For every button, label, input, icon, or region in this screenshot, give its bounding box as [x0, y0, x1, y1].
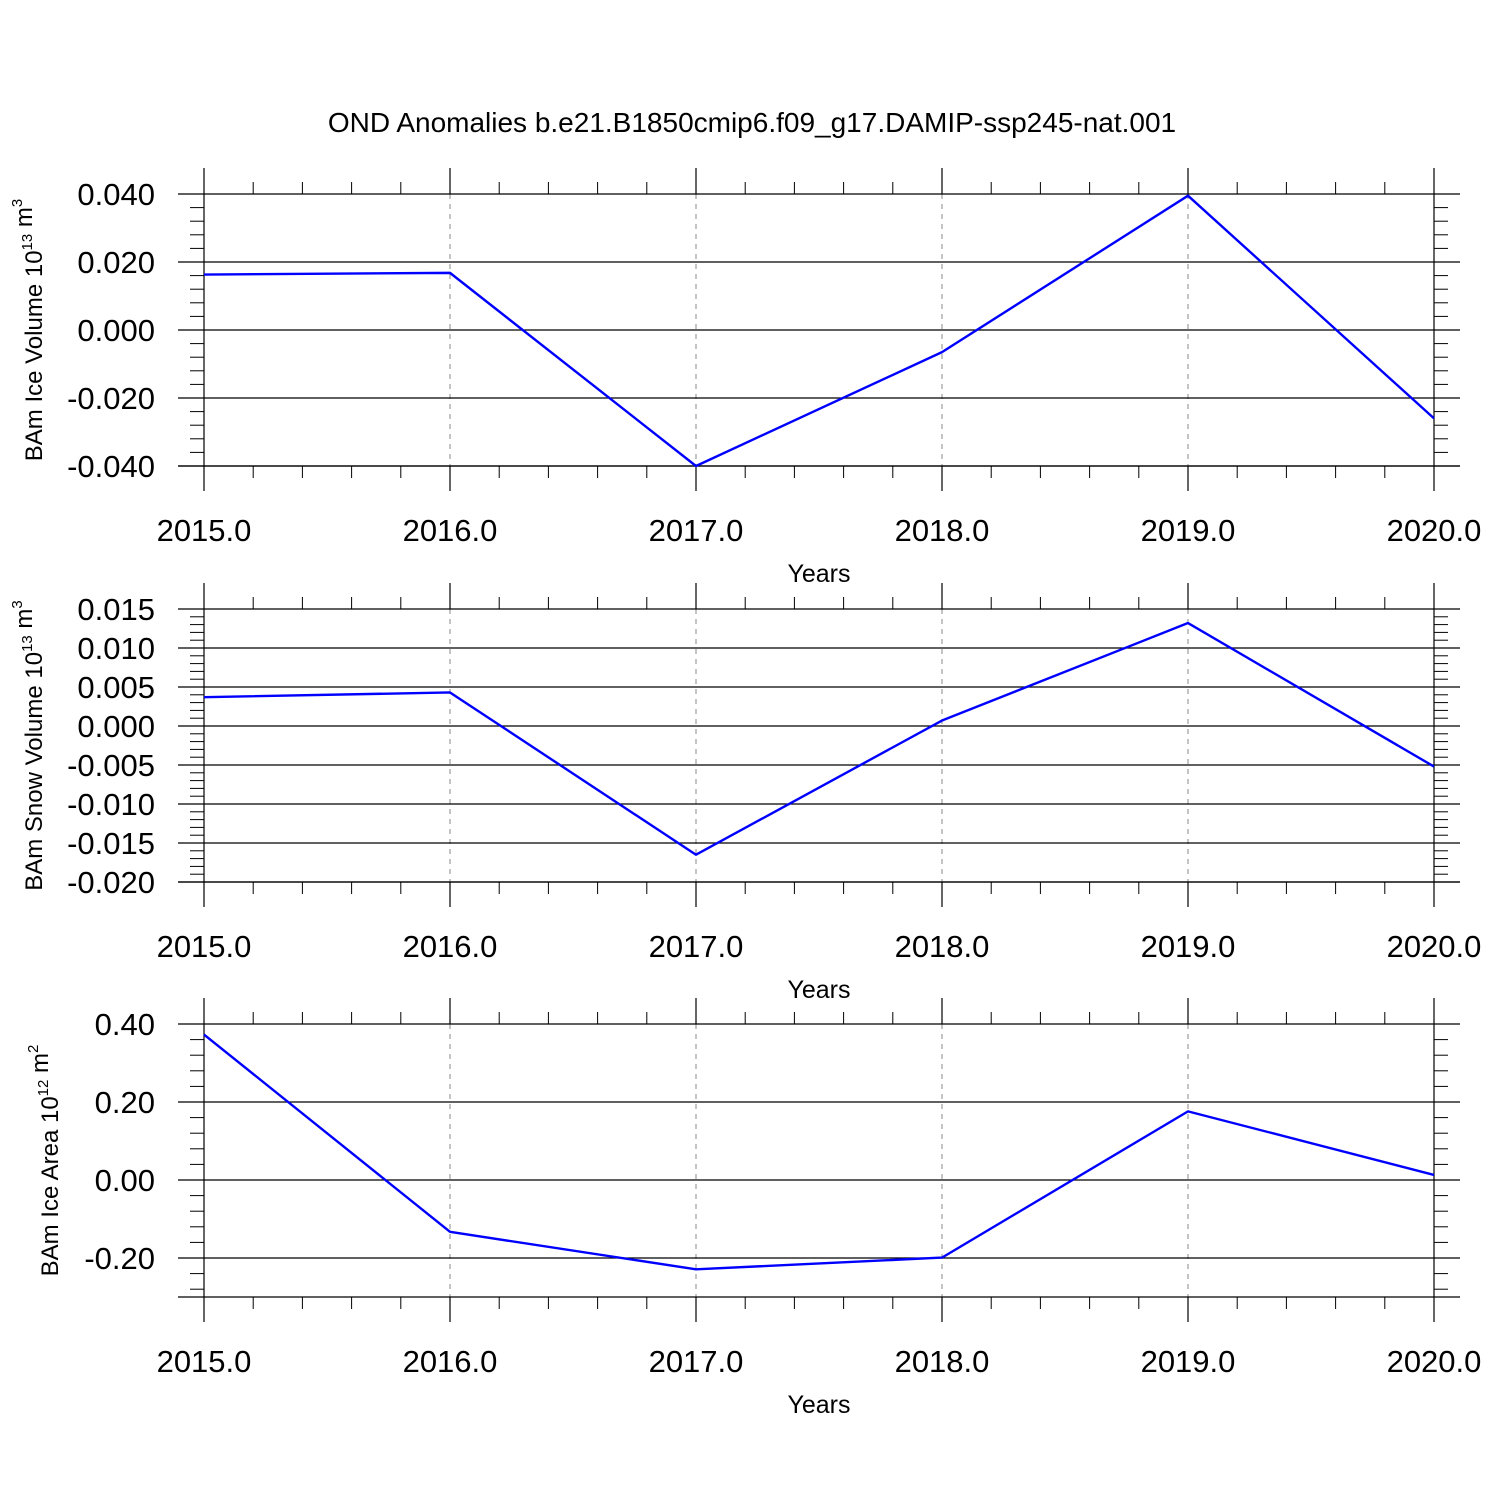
panel-2: 0.015 0.010 0.005 0.000 -0.005 -0.010 -0.015 -0… — [9, 583, 1481, 1004]
y-tick-label: -0.040 — [67, 449, 155, 484]
x-tick-label: 2019.0 — [1141, 1344, 1236, 1379]
series-line — [203, 194, 1435, 468]
x-tick-label: 2017.0 — [649, 1344, 744, 1379]
y-tick-label: 0.020 — [77, 245, 155, 280]
figure-title: OND Anomalies b.e21.B1850cmip6.f09_g17.D… — [328, 107, 1176, 138]
x-tick-label: 2015.0 — [157, 929, 252, 964]
x-tick-label: 2017.0 — [649, 513, 744, 548]
x-tick-label: 2020.0 — [1387, 1344, 1482, 1379]
x-axis-label: Years — [787, 1391, 850, 1419]
x-tick-label: 2020.0 — [1387, 929, 1482, 964]
y-tick-label: -0.010 — [67, 787, 155, 822]
x-axis-label: Years — [787, 560, 850, 588]
x-tick-label: 2018.0 — [895, 929, 990, 964]
y-tick-label: 0.040 — [77, 177, 155, 212]
y-tick-label: -0.020 — [67, 865, 155, 900]
y-axis-label: BAm Snow Volume 1013 m3 — [9, 600, 48, 891]
y-axis-label: BAm Ice Area 1012 m2 — [25, 1045, 64, 1277]
series-line — [203, 1033, 1435, 1271]
y-tick-label: -0.020 — [67, 381, 155, 416]
x-tick-label: 2015.0 — [157, 1344, 252, 1379]
y-axis-label: BAm Ice Volume 1013 m3 — [9, 199, 48, 461]
y-tick-label: 0.000 — [77, 709, 155, 744]
y-tick-label: 0.015 — [77, 592, 155, 627]
x-tick-label: 2018.0 — [895, 1344, 990, 1379]
y-tick-label: 0.005 — [77, 670, 155, 705]
y-tick-label: 0.000 — [77, 313, 155, 348]
x-tick-label: 2019.0 — [1141, 929, 1236, 964]
y-tick-label: 0.40 — [95, 1007, 155, 1042]
x-tick-label: 2020.0 — [1387, 513, 1482, 548]
y-tick-label: -0.005 — [67, 748, 155, 783]
x-tick-label: 2019.0 — [1141, 513, 1236, 548]
y-tick-label: 0.010 — [77, 631, 155, 666]
y-tick-label: -0.20 — [84, 1241, 155, 1276]
y-tick-label: 0.20 — [95, 1085, 155, 1120]
x-tick-label: 2015.0 — [157, 513, 252, 548]
x-tick-label: 2016.0 — [403, 929, 498, 964]
y-tick-label: -0.015 — [67, 826, 155, 861]
x-tick-label: 2016.0 — [403, 513, 498, 548]
panel-3: 0.40 0.20 0.00 -0.20 2015.0 2016.0 2017.0 2018.… — [25, 998, 1481, 1419]
x-tick-label: 2016.0 — [403, 1344, 498, 1379]
series-line — [203, 621, 1435, 856]
x-tick-label: 2017.0 — [649, 929, 744, 964]
x-axis-label: Years — [787, 976, 850, 1004]
y-tick-label: 0.00 — [95, 1163, 155, 1198]
x-tick-label: 2018.0 — [895, 513, 990, 548]
